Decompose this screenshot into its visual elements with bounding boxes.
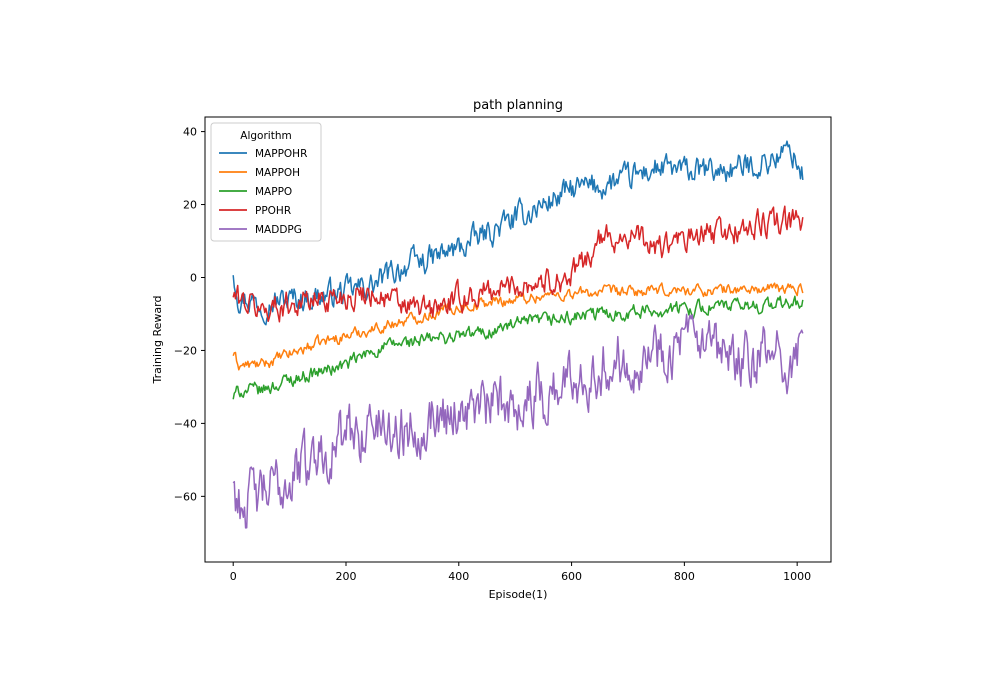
legend-label-ppohr: PPOHR	[255, 205, 291, 217]
legend-label-maddpg: MADDPG	[255, 224, 302, 236]
series-line-mappohr	[232, 140, 804, 326]
legend-title: Algorithm	[240, 130, 291, 142]
series-line-mappoh	[232, 282, 804, 371]
y-tick-label: 0	[190, 271, 197, 284]
legend-label-mappoh: MAPPOH	[255, 167, 300, 179]
chart-title: path planning	[473, 98, 563, 113]
legend: Algorithm MAPPOHR MAPPOH MAPPO PPOHR MADDPG	[210, 122, 322, 242]
y-tick-label: 40	[183, 126, 197, 139]
legend-label-mappohr: MAPPOHR	[255, 148, 307, 160]
y-tick-label: −60	[174, 490, 197, 503]
x-tick-label: 0	[230, 570, 237, 583]
series-lines	[232, 140, 804, 529]
series-line-ppohr	[232, 205, 804, 323]
y-tick-label: −40	[174, 417, 197, 430]
legend-label-mappo: MAPPO	[255, 186, 292, 198]
series-line-maddpg	[232, 313, 804, 529]
x-tick-label: 1000	[783, 570, 811, 583]
plot-area	[232, 140, 804, 529]
x-tick-label: 400	[448, 570, 469, 583]
y-tick-label: −20	[174, 344, 197, 357]
x-tick-label: 600	[561, 570, 582, 583]
x-tick-label: 200	[335, 570, 356, 583]
y-tick-label: 20	[183, 199, 197, 212]
axis-ticks: 0 200 400 600 800 1000 −60 −40 −20 0 20 40	[174, 126, 811, 583]
x-tick-label: 800	[674, 570, 695, 583]
series-line-mappo	[232, 295, 804, 400]
y-axis-label: Training Reward	[151, 296, 164, 385]
x-axis-label: Episode(1)	[489, 588, 548, 601]
axes-frame	[204, 116, 832, 563]
